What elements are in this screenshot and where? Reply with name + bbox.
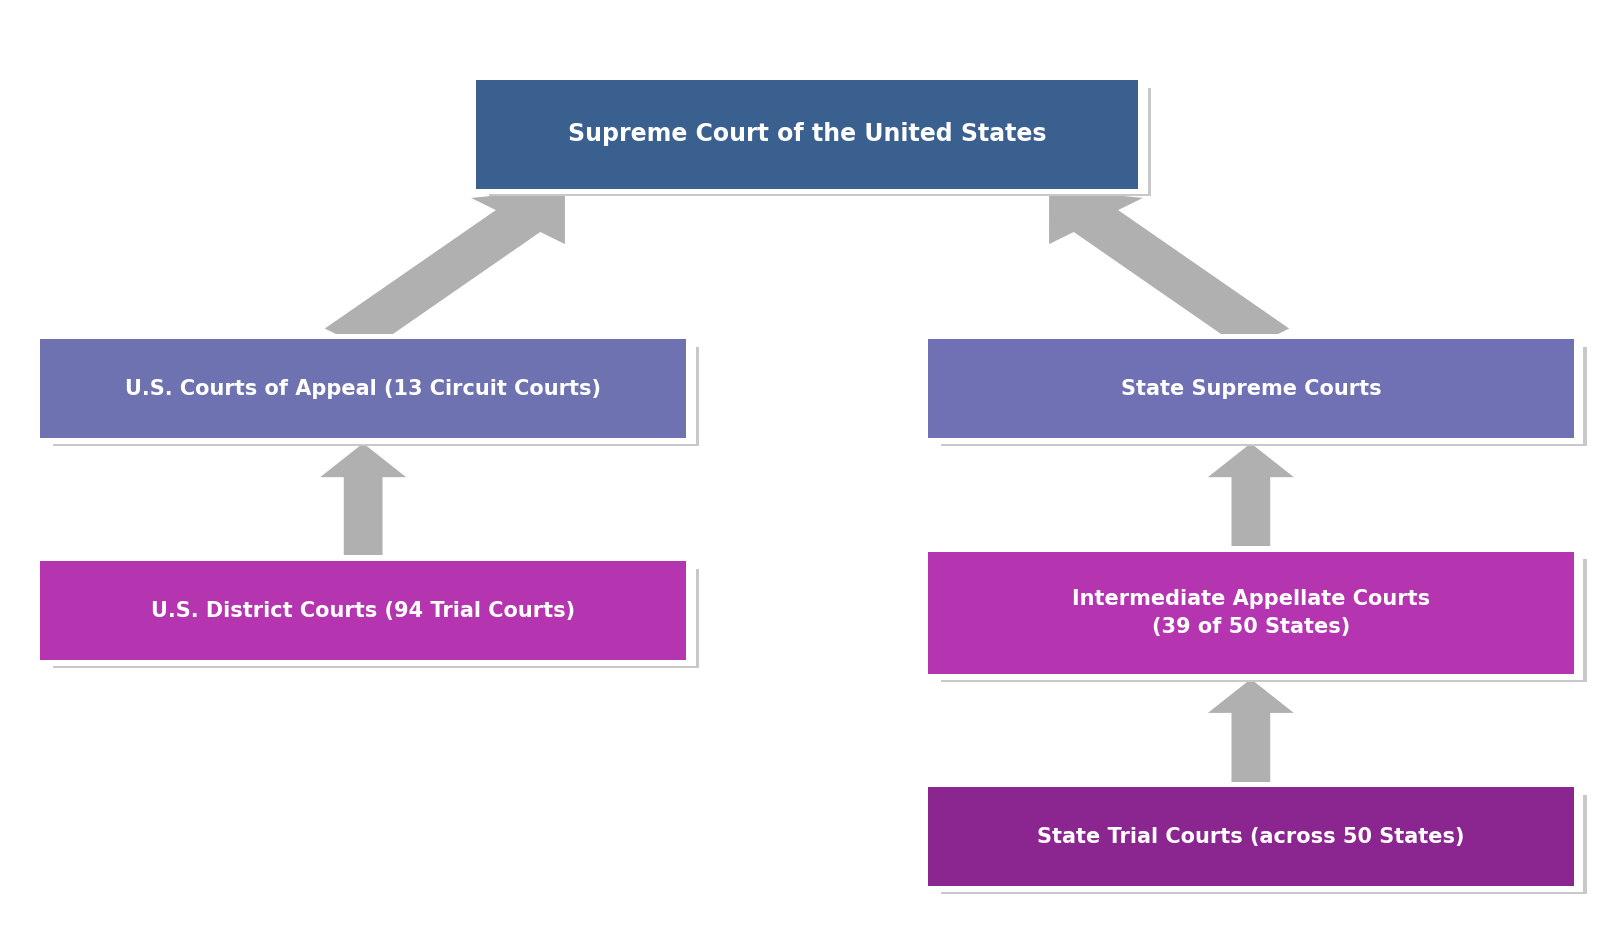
Text: U.S. Courts of Appeal (13 Circuit Courts): U.S. Courts of Appeal (13 Circuit Courts… (126, 379, 600, 399)
Text: Supreme Court of the United States: Supreme Court of the United States (568, 123, 1046, 146)
FancyBboxPatch shape (918, 334, 1583, 444)
Polygon shape (1049, 189, 1290, 351)
FancyBboxPatch shape (928, 787, 1574, 886)
FancyBboxPatch shape (941, 347, 1587, 446)
Polygon shape (1207, 679, 1294, 783)
Polygon shape (324, 189, 565, 351)
FancyBboxPatch shape (928, 552, 1574, 674)
FancyBboxPatch shape (31, 555, 696, 666)
FancyBboxPatch shape (53, 347, 699, 446)
Text: State Supreme Courts: State Supreme Courts (1120, 379, 1382, 399)
Polygon shape (320, 443, 407, 556)
FancyBboxPatch shape (918, 782, 1583, 892)
FancyBboxPatch shape (53, 569, 699, 668)
FancyBboxPatch shape (40, 561, 686, 660)
FancyBboxPatch shape (928, 339, 1574, 438)
Text: State Trial Courts (across 50 States): State Trial Courts (across 50 States) (1038, 827, 1464, 847)
Text: Intermediate Appellate Courts
(39 of 50 States): Intermediate Appellate Courts (39 of 50 … (1072, 589, 1430, 637)
FancyBboxPatch shape (40, 339, 686, 438)
FancyBboxPatch shape (466, 74, 1148, 194)
Text: U.S. District Courts (94 Trial Courts): U.S. District Courts (94 Trial Courts) (152, 601, 575, 620)
FancyBboxPatch shape (489, 88, 1151, 196)
FancyBboxPatch shape (941, 559, 1587, 682)
FancyBboxPatch shape (918, 546, 1583, 680)
Polygon shape (1207, 443, 1294, 547)
FancyBboxPatch shape (941, 795, 1587, 894)
FancyBboxPatch shape (31, 334, 696, 444)
FancyBboxPatch shape (476, 80, 1138, 189)
